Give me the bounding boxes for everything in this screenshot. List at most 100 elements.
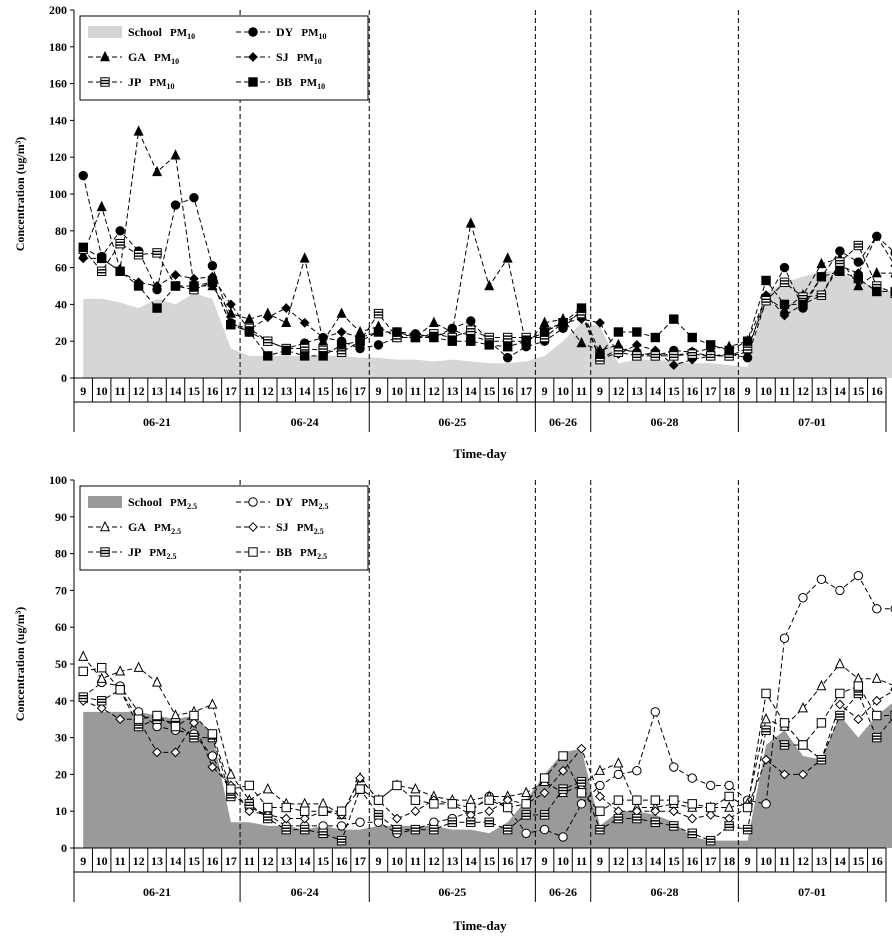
data-point-bb — [466, 802, 476, 813]
data-point-jp-box — [539, 810, 550, 820]
data-point-jp — [613, 347, 624, 357]
data-point-ga — [484, 279, 495, 291]
x-day-label: 06-25 — [438, 415, 466, 429]
data-point-ga — [761, 713, 772, 724]
legend-subscript: 10 — [187, 32, 195, 41]
legend-pm: PM — [154, 52, 172, 64]
data-point-jp — [558, 784, 568, 794]
data-point-jp-box — [263, 336, 273, 346]
data-point-sj — [115, 714, 126, 725]
x-hour-label: 17 — [520, 854, 532, 868]
legend-subscript: 2.5 — [166, 552, 176, 561]
data-point-sj — [152, 747, 162, 758]
data-point-sj — [318, 332, 329, 343]
data-point-sj — [299, 317, 310, 328]
data-point-jp-box — [410, 824, 421, 835]
data-point-bb — [96, 662, 107, 673]
data-point-bb — [189, 710, 199, 721]
data-point-ga — [853, 279, 864, 291]
data-point-dy — [373, 340, 384, 350]
x-hour-label: 13 — [815, 384, 827, 398]
data-point-sj — [595, 317, 605, 328]
data-point-jp-box — [872, 732, 882, 743]
data-point-jp-box — [502, 332, 513, 343]
data-point-jp-box — [373, 810, 384, 820]
data-point-jp-box — [816, 290, 827, 300]
data-point-jp — [484, 817, 494, 827]
data-point-ga — [613, 338, 624, 350]
data-point-bb — [189, 281, 199, 291]
x-hour-label: 14 — [299, 384, 311, 398]
x-hour-label: 9 — [745, 854, 751, 868]
data-point-jp — [853, 688, 864, 699]
data-point-jp-box — [687, 349, 697, 359]
legend-subscript: 10 — [171, 57, 179, 66]
x-hour-label: 17 — [225, 384, 237, 398]
y-tick-label: 50 — [55, 657, 67, 671]
x-day-label: 06-28 — [651, 415, 679, 429]
data-point-ga — [576, 336, 587, 348]
data-point-jp-box — [466, 325, 476, 335]
data-point-sj — [576, 743, 587, 754]
x-hour-label: 11 — [779, 854, 790, 868]
data-point-ga — [465, 217, 476, 228]
data-point-dy — [816, 574, 827, 585]
data-point-dy — [189, 192, 199, 203]
data-point-jp — [816, 290, 827, 300]
data-point-jp-box — [152, 248, 162, 258]
data-point-bb — [318, 806, 328, 816]
data-point-jp-box — [742, 824, 753, 835]
data-point-jp-box — [761, 725, 771, 735]
data-point-bb — [724, 345, 734, 356]
data-point-ga — [281, 316, 292, 327]
data-point-ga — [871, 266, 882, 278]
data-point-jp — [816, 754, 827, 765]
x-day-label: 06-26 — [549, 885, 577, 899]
data-point-jp — [392, 824, 402, 835]
x-hour-label: 11 — [410, 384, 421, 398]
data-point-jp-box — [447, 817, 458, 827]
data-point-bb — [595, 806, 605, 816]
data-point-ga — [207, 698, 218, 709]
data-point-bb — [429, 332, 439, 343]
data-point-bb — [558, 318, 568, 328]
data-point-jp — [650, 351, 661, 361]
data-point-bb — [705, 802, 716, 813]
legend-box — [79, 485, 369, 571]
data-point-bb — [613, 795, 624, 805]
data-point-bb — [133, 281, 144, 291]
data-point-jp-box — [189, 732, 199, 743]
y-tick-label: 100 — [49, 473, 67, 487]
data-point-jp — [318, 828, 328, 838]
data-point-jp — [373, 308, 384, 319]
data-point-jp-box — [78, 692, 88, 702]
legend-name: DY — [276, 25, 294, 39]
data-point-bb — [152, 303, 162, 313]
data-point-bb — [373, 327, 384, 337]
x-hour-label: 12 — [428, 384, 440, 398]
legend-marker-box — [100, 547, 110, 557]
data-point-jp-box — [373, 308, 384, 319]
data-point-sj — [207, 762, 218, 772]
data-point-dy — [115, 226, 125, 236]
x-hour-label: 16 — [686, 384, 698, 398]
legend-pm: PM — [297, 522, 315, 534]
data-point-bb — [226, 784, 236, 794]
x-hour-label: 17 — [520, 384, 532, 398]
x-axis-label: Time-day — [453, 918, 507, 933]
data-point-bb — [281, 345, 291, 356]
data-point-ga — [871, 672, 882, 683]
legend-pm: PM — [149, 547, 167, 559]
data-point-sj — [170, 270, 181, 280]
data-point-bb — [115, 685, 125, 695]
legend-pm: PM — [300, 77, 318, 89]
x-hour-label: 9 — [376, 854, 382, 868]
data-point-jp-box — [816, 754, 827, 765]
data-point-bb — [355, 784, 365, 794]
data-point-dy — [835, 585, 845, 596]
data-point-dy — [687, 773, 697, 783]
x-hour-label: 13 — [815, 854, 827, 868]
data-point-dy — [336, 821, 347, 831]
x-hour-label: 14 — [465, 384, 477, 398]
